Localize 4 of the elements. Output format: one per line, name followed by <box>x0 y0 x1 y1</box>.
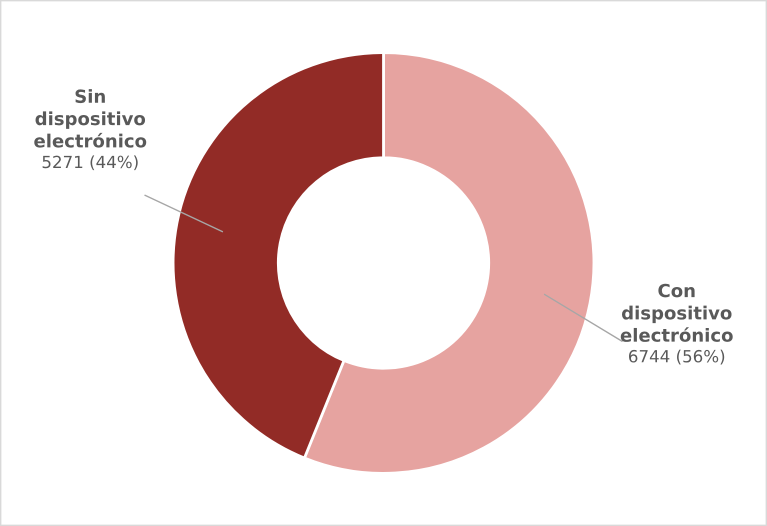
data-label: 6744 (56%) <box>629 350 724 364</box>
slice-label: Con dispositivo electrónico <box>620 284 733 342</box>
data-label: 5271 (44%) <box>42 155 138 170</box>
slice-label: Sin dispositivo electrónico <box>34 89 146 148</box>
